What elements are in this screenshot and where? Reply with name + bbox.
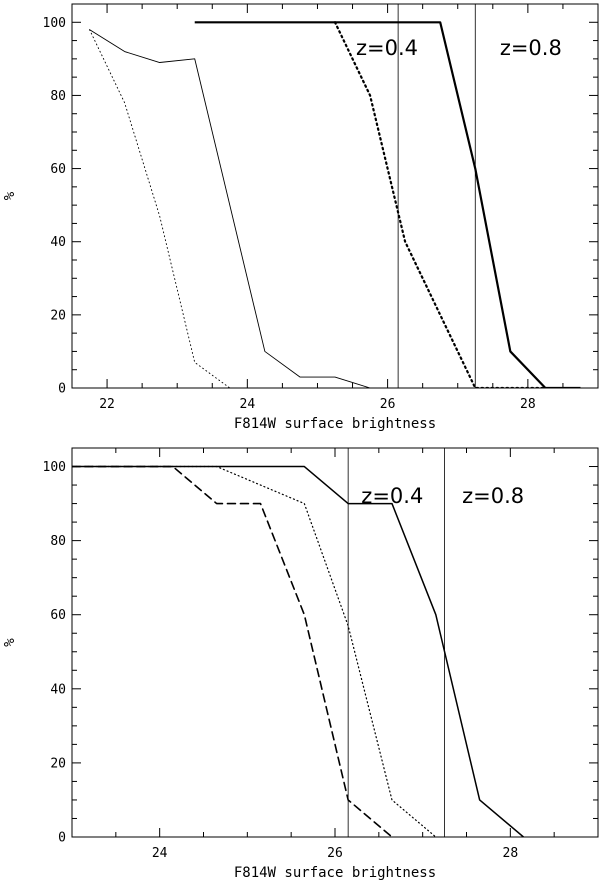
series-thin-dotted-line <box>89 29 266 388</box>
x-axis-title: F814W surface brightness <box>234 416 436 432</box>
x-tick-label: 24 <box>152 846 168 861</box>
y-axis-title: % <box>2 191 18 200</box>
x-axis-title: F814W surface brightness <box>234 865 436 881</box>
y-tick-label: 20 <box>50 756 66 771</box>
x-tick-label: 22 <box>99 397 115 412</box>
series-dotted-line <box>72 465 437 837</box>
y-tick-label: 40 <box>50 235 66 250</box>
y-tick-label: 0 <box>58 831 66 846</box>
y-tick-label: 100 <box>43 460 66 475</box>
y-tick-label: 0 <box>58 382 66 397</box>
redshift-annotation: z=0.8 <box>500 36 562 60</box>
x-tick-label: 28 <box>520 397 536 412</box>
y-tick-label: 40 <box>50 682 66 697</box>
series-thick-dotted-line <box>333 21 547 388</box>
plot-frame <box>71 3 599 389</box>
x-tick-label: 28 <box>503 846 519 861</box>
y-tick-label: 60 <box>50 608 66 623</box>
y-tick-label: 80 <box>50 534 66 549</box>
series-dashed-line <box>72 465 393 837</box>
y-tick-label: 20 <box>50 308 66 323</box>
chart-panel-1: 22 24 26 28 0 20 40 60 80 100 F814W surface bright… <box>2 3 599 432</box>
chart-panel-2: 24 26 28 0 20 40 60 80 100 F814W surface brightne… <box>2 447 599 881</box>
series-thick-solid-line <box>194 21 581 388</box>
redshift-annotation: z=0.8 <box>462 484 524 508</box>
series-solid-line <box>72 465 524 837</box>
x-tick-label: 26 <box>327 846 343 861</box>
redshift-annotation: z=0.4 <box>356 36 418 60</box>
y-tick-label: 60 <box>50 162 66 177</box>
y-axis-title: % <box>2 638 18 647</box>
x-tick-label: 26 <box>380 397 396 412</box>
series-thin-solid-line <box>89 29 371 388</box>
y-tick-label: 100 <box>43 16 66 31</box>
x-tick-label: 24 <box>240 397 256 412</box>
y-tick-label: 80 <box>50 89 66 104</box>
redshift-annotation: z=0.4 <box>361 484 423 508</box>
